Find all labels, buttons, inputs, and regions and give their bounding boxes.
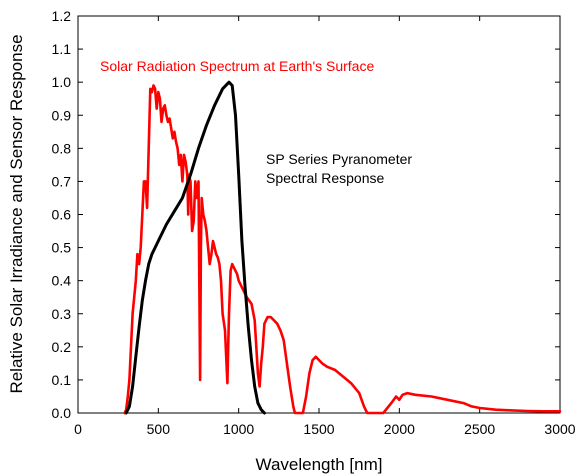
y-tick-label: 0.8 xyxy=(52,140,72,156)
x-tick-label: 0 xyxy=(74,421,82,437)
y-tick-label: 1.2 xyxy=(52,8,72,24)
y-tick-label: 0.7 xyxy=(52,173,72,189)
x-tick-label: 2500 xyxy=(464,421,495,437)
y-tick-label: 1.0 xyxy=(52,74,72,90)
plot-frame xyxy=(77,15,561,414)
y-tick-label: 0.9 xyxy=(52,107,72,123)
y-axis-label: Relative Solar Irradiance and Sensor Res… xyxy=(7,34,26,393)
solar-spectrum-annotation: Solar Radiation Spectrum at Earth's Surf… xyxy=(100,58,374,74)
y-axis-ticks: 0.0 0.1 0.2 0.3 0.4 0.5 0.6 0.7 0.8 0.9 1.0 1.1 1.2 xyxy=(52,8,560,421)
y-tick-label: 0.5 xyxy=(52,240,72,256)
y-tick-label: 0.6 xyxy=(52,207,72,223)
x-tick-label: 3000 xyxy=(544,421,575,437)
x-tick-label: 500 xyxy=(147,421,171,437)
x-axis-label: Wavelength [nm] xyxy=(256,455,383,474)
x-tick-label: 1000 xyxy=(223,421,254,437)
y-tick-label: 0.2 xyxy=(52,339,72,355)
pyranometer-response-line xyxy=(124,80,266,415)
y-tick-label: 0.4 xyxy=(52,273,72,289)
plot-area xyxy=(77,15,561,414)
solar-spectrum-line xyxy=(123,84,562,415)
pyranometer-annotation-line2: Spectral Response xyxy=(266,170,385,186)
series-layer xyxy=(123,80,562,415)
y-tick-label: 0.0 xyxy=(52,405,72,421)
x-tick-label: 2000 xyxy=(384,421,415,437)
y-tick-label: 0.1 xyxy=(52,372,72,388)
x-axis-ticks: 0 500 1000 1500 2000 2500 3000 xyxy=(74,16,576,437)
y-tick-label: 0.3 xyxy=(52,306,72,322)
y-tick-label: 1.1 xyxy=(52,41,72,57)
x-tick-label: 1500 xyxy=(303,421,334,437)
pyranometer-annotation-line1: SP Series Pyranometer xyxy=(266,151,412,167)
